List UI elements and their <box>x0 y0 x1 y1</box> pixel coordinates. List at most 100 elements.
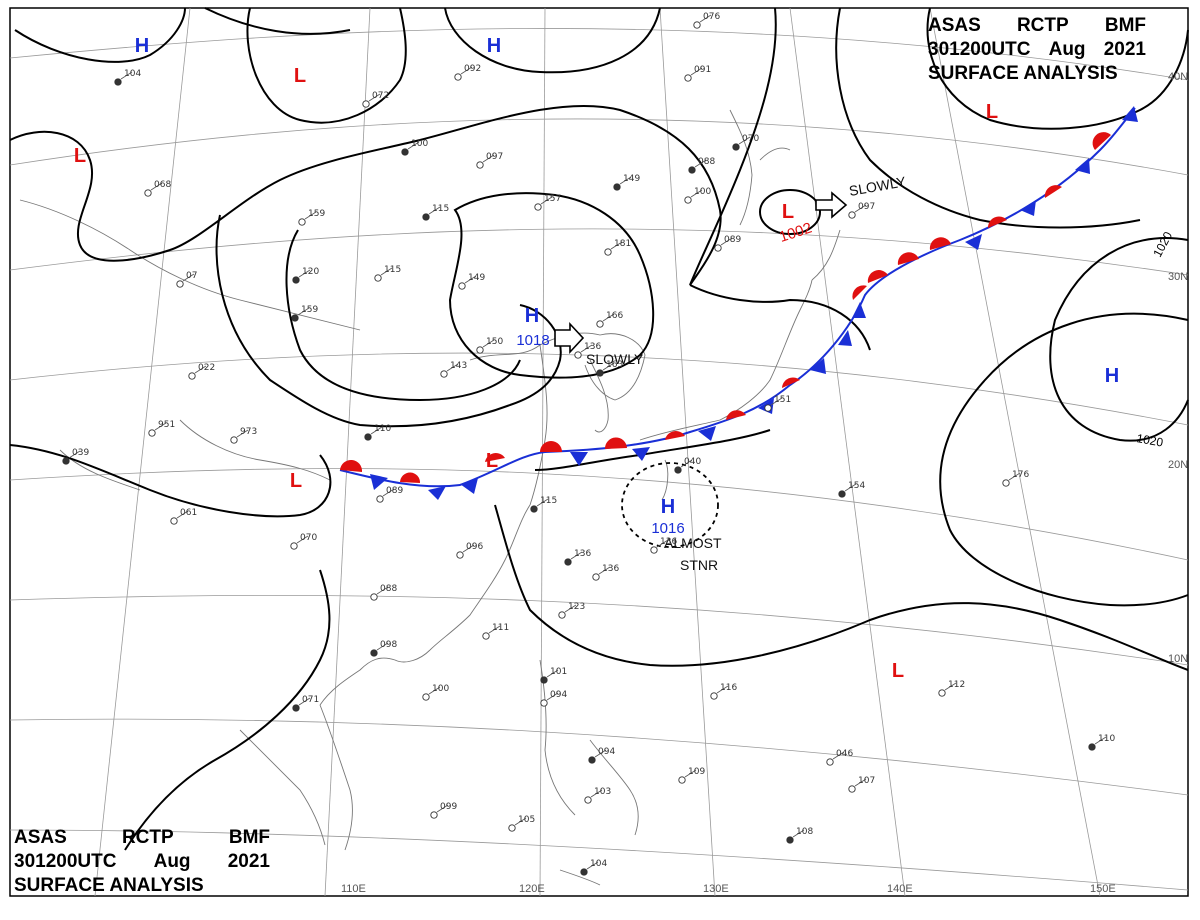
station-plot: 116 <box>710 683 737 700</box>
wind-barb-icon <box>436 804 449 813</box>
station-pressure-value: 099 <box>440 802 457 812</box>
wind-barb-icon <box>514 817 527 826</box>
station-pressure-value: 166 <box>606 311 623 321</box>
station-pressure-value: 105 <box>518 815 535 825</box>
station-circle-icon <box>456 551 464 559</box>
station-plot: 163 <box>596 360 623 377</box>
wind-barb-icon <box>716 685 729 694</box>
low-label: L <box>782 201 794 223</box>
station-circle-icon <box>144 189 152 197</box>
title-year: 2021 <box>1103 39 1146 60</box>
station-circle-icon <box>364 433 372 441</box>
station-plot: 159 <box>298 209 325 226</box>
station-circle-icon <box>508 824 516 832</box>
station-circle-icon <box>440 370 448 378</box>
longitude-label: 150E <box>1090 883 1116 895</box>
wind-barb-icon <box>720 237 733 246</box>
wind-barb-icon <box>460 66 473 75</box>
station-plot: 136 <box>564 549 591 566</box>
wind-barb-icon <box>536 498 549 507</box>
station-pressure-value: 088 <box>380 584 397 594</box>
station-pressure-value: 108 <box>796 827 813 837</box>
station-plot: 097 <box>476 152 503 169</box>
title-product: BMF <box>1104 15 1146 36</box>
wind-barb-icon <box>482 154 495 163</box>
wind-barb-icon <box>656 539 669 548</box>
station-pressure-value: 136 <box>584 342 601 352</box>
station-plot: 115 <box>374 265 401 282</box>
station-circle-icon <box>290 542 298 550</box>
station-circle-icon <box>650 546 658 554</box>
station-plot: 092 <box>454 64 481 81</box>
station-circle-icon <box>376 495 384 503</box>
station-circle-icon <box>678 776 686 784</box>
station-plot: 150 <box>476 337 503 354</box>
isobars <box>9 7 1189 851</box>
station-circle-icon <box>674 466 682 474</box>
station-plot: 136 <box>592 564 619 581</box>
wind-barb-icon <box>446 363 459 372</box>
station-pressure-value: 951 <box>158 420 175 430</box>
station-circle-icon <box>693 21 701 29</box>
wind-barb-icon <box>594 749 607 758</box>
title-block-top: ASAS RCTP BMF 301200UTC Aug 2021 SURFACE ANA… <box>928 14 1146 86</box>
station-circle-icon <box>370 649 378 657</box>
station-pressure-value: 097 <box>858 202 875 212</box>
station-pressure-value: 100 <box>432 684 449 694</box>
high-pressure-center: H <box>487 35 501 57</box>
wind-barb-icon <box>844 483 857 492</box>
station-pressure-value: 072 <box>372 91 389 101</box>
station-plot: 111 <box>482 623 509 640</box>
wind-barb-icon <box>684 769 697 778</box>
station-plot: 105 <box>508 815 535 832</box>
high-label: H <box>487 35 501 57</box>
title-station: RCTP <box>1016 15 1069 36</box>
station-plot: 100 <box>401 139 428 156</box>
station-circle-icon <box>292 276 300 284</box>
station-circle-icon <box>592 573 600 581</box>
station-pressure-value: 116 <box>720 683 737 693</box>
stationary-front <box>339 106 1138 500</box>
station-pressure-value: 070 <box>300 533 317 543</box>
low-pressure-center: L <box>294 65 306 87</box>
low-pressure-center: L <box>986 101 998 123</box>
station-plot: 039 <box>62 448 89 465</box>
station-plot: 110 <box>364 424 391 441</box>
wind-barb-icon <box>68 450 81 459</box>
station-pressure-value: 076 <box>703 12 720 22</box>
wind-barb-icon <box>488 625 501 634</box>
high-pressure-center: H 1018 <box>516 305 549 349</box>
wind-barb-icon <box>602 313 615 322</box>
station-pressure-value: 07 <box>186 271 197 281</box>
wind-barb-icon <box>590 789 603 798</box>
station-plot: 068 <box>144 180 171 197</box>
station-circle-icon <box>1002 479 1010 487</box>
wind-barb-icon <box>464 275 477 284</box>
station-pressure-value: 154 <box>848 481 865 491</box>
longitude-label: 120E <box>519 883 545 895</box>
station-plot: 089 <box>376 486 403 503</box>
station-circle-icon <box>540 699 548 707</box>
latitude-label: 20N <box>1168 459 1188 471</box>
station-plot: 120 <box>292 267 319 284</box>
station-plot: 099 <box>430 802 457 819</box>
station-pressure-value: 089 <box>724 235 741 245</box>
station-plot: 181 <box>604 239 631 256</box>
central-pressure-value: 1016 <box>651 520 684 537</box>
station-plot: 022 <box>188 363 215 380</box>
station-pressure-value: 071 <box>302 695 319 705</box>
station-circle-icon <box>148 429 156 437</box>
station-plot: 104 <box>580 859 607 876</box>
station-plot: 088 <box>688 157 715 174</box>
station-plot: 07 <box>176 271 197 288</box>
station-circle-icon <box>613 183 621 191</box>
wind-barb-icon <box>1094 736 1107 745</box>
wind-barb-icon <box>1008 472 1021 481</box>
wind-barb-icon <box>194 365 207 374</box>
station-circle-icon <box>176 280 184 288</box>
wind-barb-icon <box>154 422 167 431</box>
station-plot: 136 <box>650 537 677 554</box>
wind-barb-icon <box>832 751 845 760</box>
station-circle-icon <box>170 517 178 525</box>
station-circle-icon <box>454 73 462 81</box>
